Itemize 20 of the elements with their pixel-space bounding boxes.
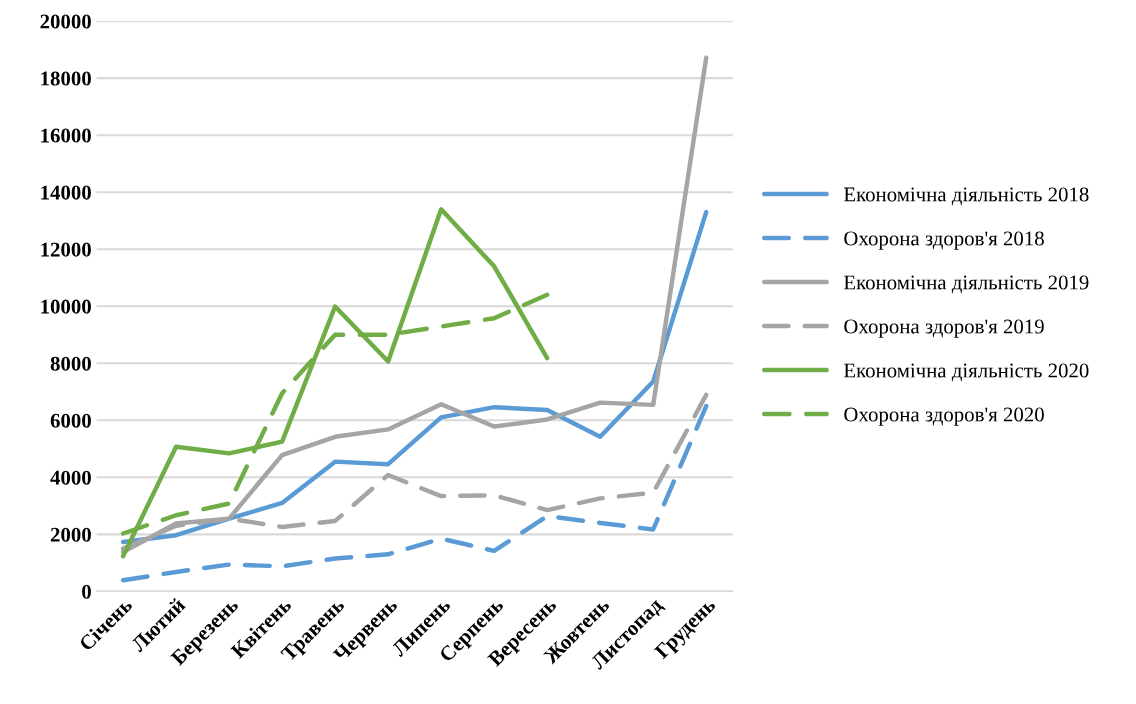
y-tick-label: 2000 bbox=[50, 527, 91, 542]
line-series bbox=[120, 55, 709, 555]
y-tick-label: 18000 bbox=[41, 71, 91, 86]
legend-label: Економічна діяльність 2018 bbox=[843, 187, 1089, 206]
legend-label: Економічна діяльність 2020 bbox=[843, 363, 1089, 382]
legend-label: Економічна діяльність 2019 bbox=[843, 275, 1089, 294]
legend-label: Охорона здоров'я 2018 bbox=[844, 231, 1044, 250]
y-tick-label: 4000 bbox=[50, 470, 91, 485]
legend-label: Охорона здоров'я 2019 bbox=[844, 319, 1044, 338]
legend-label: Охорона здоров'я 2020 bbox=[844, 407, 1044, 426]
y-tick-label: 10000 bbox=[41, 299, 91, 314]
y-tick-label: 16000 bbox=[41, 128, 91, 143]
y-tick-label: 8000 bbox=[50, 356, 91, 371]
y-tick-label: 6000 bbox=[50, 413, 91, 428]
y-tick-label: 20000 bbox=[40, 14, 91, 29]
y-tick-label: 12000 bbox=[41, 242, 91, 257]
line-series bbox=[120, 403, 709, 583]
y-tick-label: 0 bbox=[82, 584, 91, 599]
line-series bbox=[120, 207, 550, 559]
y-tick-label: 14000 bbox=[41, 185, 91, 200]
